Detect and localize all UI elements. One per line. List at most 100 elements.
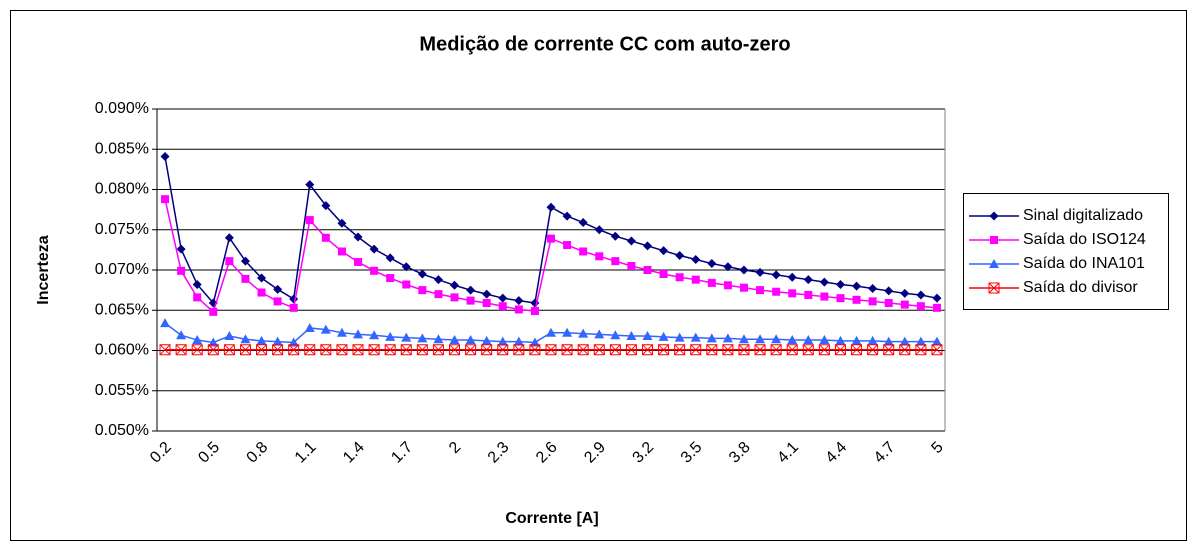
marker [352, 344, 364, 356]
marker [932, 293, 942, 303]
marker [867, 335, 878, 345]
marker [642, 241, 652, 251]
marker [642, 331, 653, 341]
marker [739, 283, 748, 292]
marker [595, 252, 604, 261]
y-tick-label: 0.090% [95, 100, 149, 117]
marker [450, 293, 459, 302]
marker [305, 216, 314, 225]
marker [819, 335, 830, 345]
marker [691, 255, 701, 265]
marker [819, 277, 829, 287]
marker [931, 336, 942, 346]
marker [868, 284, 878, 294]
marker [273, 297, 282, 306]
marker [916, 290, 926, 300]
marker [465, 335, 476, 345]
marker [400, 344, 412, 356]
marker [192, 279, 202, 289]
marker [546, 327, 556, 337]
marker [369, 330, 380, 340]
marker [868, 297, 877, 306]
chart-title: Medição de corrente CC com auto-zero [419, 33, 790, 55]
marker [989, 259, 999, 268]
marker [160, 151, 170, 161]
marker [159, 344, 171, 356]
marker [449, 344, 461, 356]
marker [835, 279, 845, 289]
marker [497, 344, 509, 356]
marker [836, 294, 845, 303]
marker [466, 296, 475, 305]
marker [989, 211, 999, 221]
marker [273, 284, 283, 294]
marker [320, 324, 331, 334]
marker [304, 322, 315, 332]
y-tick-label: 0.065% [95, 301, 149, 318]
marker [706, 333, 717, 343]
marker [239, 344, 251, 356]
marker [771, 270, 781, 280]
marker [900, 288, 910, 298]
marker [161, 195, 170, 204]
marker [804, 290, 813, 299]
marker [497, 336, 508, 346]
marker [545, 344, 557, 356]
marker [368, 344, 380, 356]
marker [417, 333, 428, 343]
marker [514, 305, 523, 314]
marker [513, 336, 524, 346]
marker [432, 344, 444, 356]
marker [915, 336, 926, 346]
marker [723, 262, 733, 272]
marker [417, 269, 427, 279]
marker [256, 335, 267, 345]
marker [883, 344, 895, 356]
marker [884, 299, 893, 308]
marker [931, 344, 943, 356]
marker [563, 241, 572, 250]
marker [402, 280, 411, 289]
marker [160, 318, 171, 328]
marker [192, 335, 203, 345]
marker [675, 273, 684, 282]
marker [257, 273, 267, 283]
marker [611, 257, 620, 266]
marker [627, 261, 636, 270]
marker [225, 257, 234, 266]
marker [175, 344, 187, 356]
marker [384, 344, 396, 356]
marker [852, 295, 861, 304]
marker [256, 344, 268, 356]
marker [272, 344, 284, 356]
marker [418, 286, 427, 295]
marker [915, 344, 927, 356]
marker [177, 266, 186, 275]
marker [450, 280, 460, 290]
marker [561, 344, 573, 356]
marker [835, 335, 846, 345]
marker [641, 344, 653, 356]
marker [224, 331, 235, 341]
marker [899, 336, 910, 346]
marker [707, 278, 716, 287]
marker [209, 307, 218, 316]
y-tick-label: 0.080% [95, 181, 149, 198]
marker [852, 281, 862, 291]
marker [932, 303, 941, 312]
marker [755, 334, 766, 344]
y-tick-label: 0.070% [95, 261, 149, 278]
marker [610, 330, 621, 340]
marker [465, 344, 477, 356]
marker [706, 344, 718, 356]
marker [223, 344, 235, 356]
marker [659, 270, 668, 279]
marker [513, 344, 525, 356]
marker [787, 272, 797, 282]
marker [722, 344, 734, 356]
marker [386, 274, 395, 283]
marker [691, 275, 700, 284]
marker [707, 259, 717, 269]
marker [562, 327, 573, 337]
marker [482, 299, 491, 308]
